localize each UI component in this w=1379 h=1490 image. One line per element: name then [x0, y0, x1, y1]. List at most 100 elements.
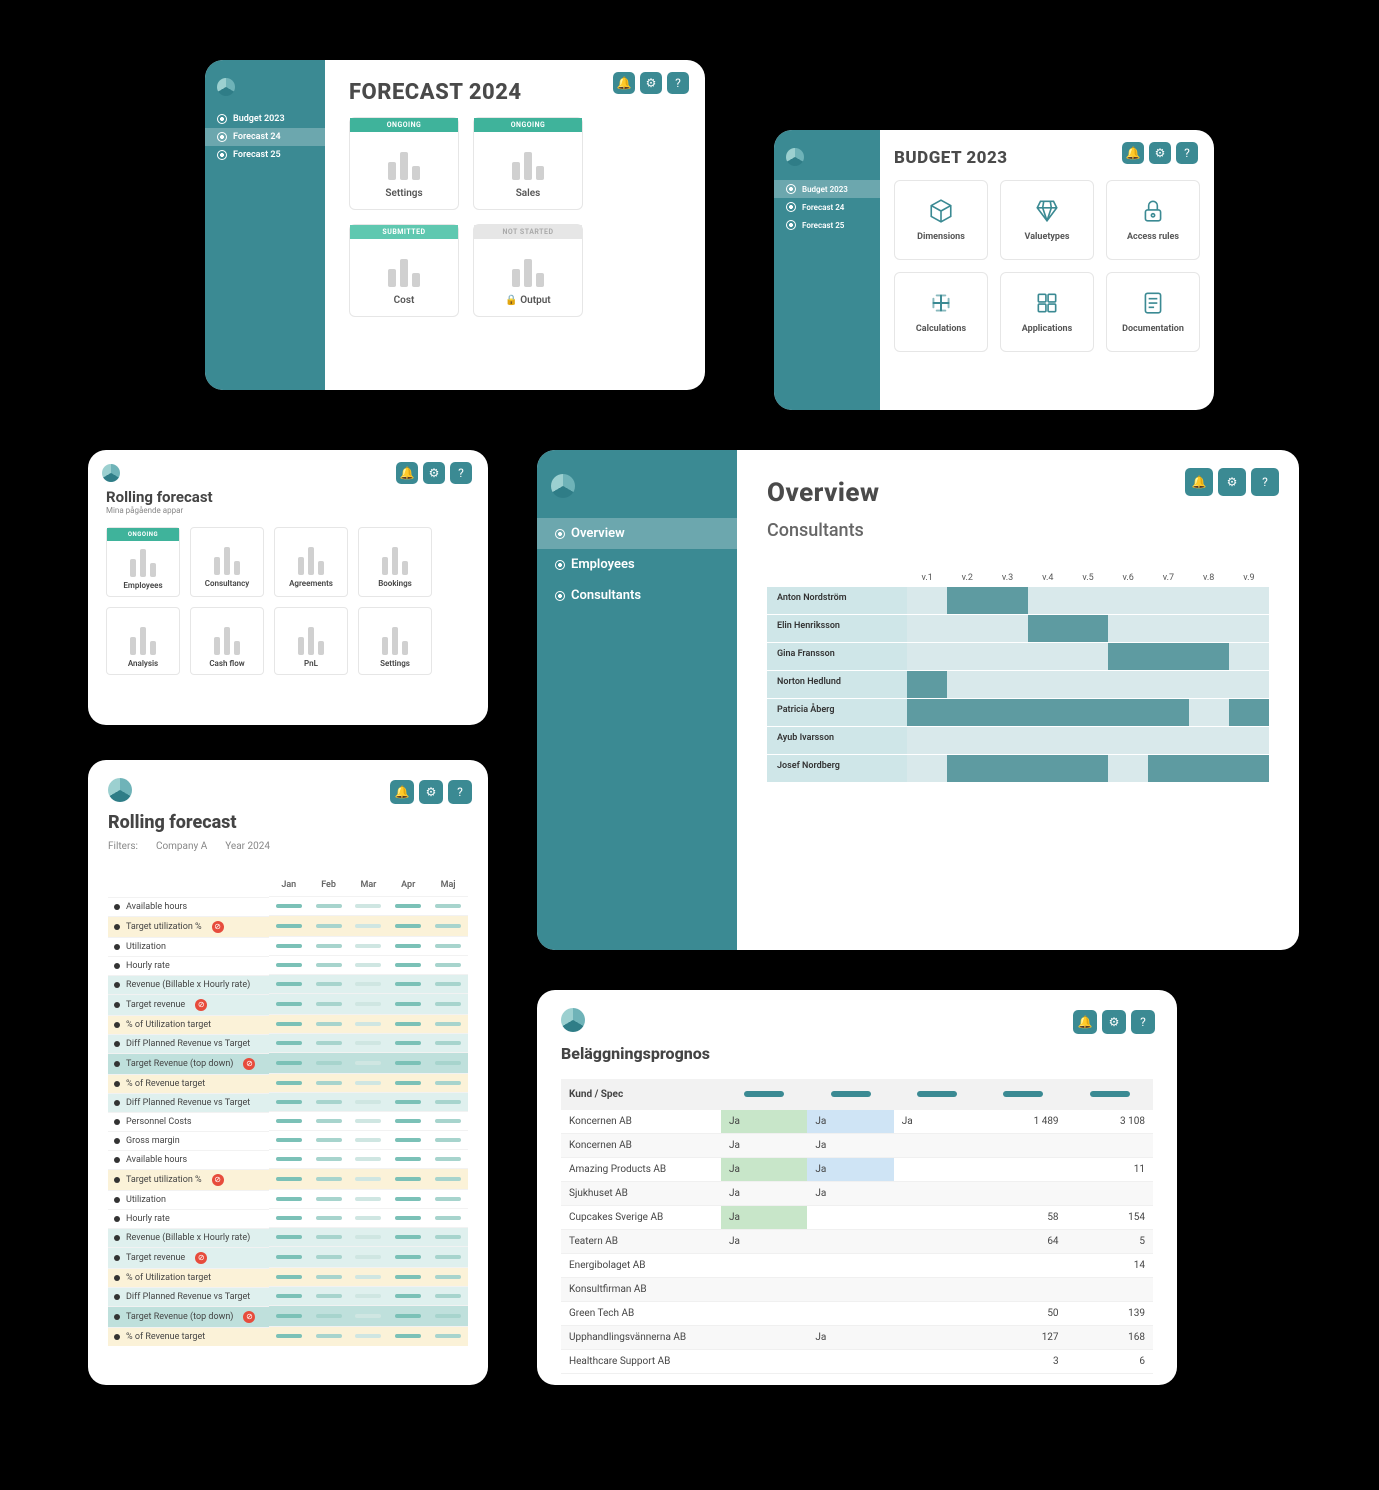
sidebar-item[interactable]: Forecast 24 — [205, 128, 325, 146]
cell — [894, 1326, 980, 1350]
config-card[interactable]: Access rules — [1106, 180, 1200, 260]
tile-label: Cash flow — [209, 659, 244, 668]
cube-icon — [928, 198, 954, 224]
cell — [388, 1268, 428, 1287]
gantt-cell — [1148, 643, 1188, 671]
cell — [309, 1247, 349, 1268]
sidebar: OverviewEmployeesConsultants — [537, 450, 737, 950]
tile[interactable]: SUBMITTED Cost — [349, 224, 459, 317]
help-icon[interactable]: ? — [448, 780, 472, 804]
filters: Filters: Company A Year 2024 — [108, 841, 468, 852]
gantt-cell — [987, 643, 1027, 671]
cell — [349, 1074, 389, 1093]
cell — [428, 994, 468, 1015]
col-dash — [807, 1079, 893, 1110]
bars-icon — [214, 549, 240, 575]
tile[interactable]: ONGOING Employees — [106, 527, 180, 597]
logo-icon — [102, 464, 120, 482]
cell — [269, 1287, 309, 1306]
filter-company[interactable]: Company A — [156, 841, 207, 852]
config-card[interactable]: Calculations — [894, 272, 988, 352]
bell-icon[interactable]: 🔔 — [1122, 142, 1144, 164]
row-label: Diff Planned Revenue vs Target — [108, 1287, 269, 1306]
tile[interactable]: Bookings — [358, 527, 432, 597]
help-icon[interactable]: ? — [1131, 1010, 1155, 1034]
help-icon[interactable]: ? — [1251, 468, 1279, 496]
tile[interactable]: Consultancy — [190, 527, 264, 597]
sidebar-item[interactable]: Forecast 24 — [774, 198, 880, 216]
cell — [269, 1209, 309, 1228]
cell: 154 — [1067, 1206, 1153, 1230]
filter-year[interactable]: Year 2024 — [225, 841, 270, 852]
filters-label: Filters: — [108, 841, 138, 852]
sidebar-item[interactable]: Overview — [537, 518, 737, 549]
gear-icon[interactable]: ⚙ — [423, 462, 445, 484]
lock-icon — [1140, 198, 1166, 224]
cell — [428, 1015, 468, 1034]
tile[interactable]: ONGOING Settings — [349, 117, 459, 210]
gantt-cell — [1028, 727, 1068, 755]
gear-icon[interactable]: ⚙ — [1149, 142, 1171, 164]
gear-icon[interactable]: ⚙ — [419, 780, 443, 804]
tile-label: Settings — [380, 659, 410, 668]
config-card[interactable]: Documentation — [1106, 272, 1200, 352]
gantt-cell — [1189, 727, 1229, 755]
col-dash — [894, 1079, 980, 1110]
bell-icon[interactable]: 🔔 — [613, 72, 635, 94]
sidebar-item[interactable]: Budget 2023 — [774, 180, 880, 198]
bell-icon[interactable]: 🔔 — [396, 462, 418, 484]
main: FORECAST 2024 ONGOING SettingsONGOING Sa… — [325, 60, 705, 390]
sidebar-item[interactable]: Budget 2023 — [205, 110, 325, 128]
cell — [269, 956, 309, 975]
gear-icon[interactable]: ⚙ — [1102, 1010, 1126, 1034]
gantt-cell — [987, 755, 1027, 783]
sidebar-item[interactable]: Employees — [537, 549, 737, 580]
cell — [428, 1209, 468, 1228]
cell — [269, 994, 309, 1015]
table-row: Available hours — [108, 1150, 468, 1169]
tile[interactable]: ONGOING Sales — [473, 117, 583, 210]
table-row: % of Utilization target — [108, 1268, 468, 1287]
help-icon[interactable]: ? — [1176, 142, 1198, 164]
tile[interactable]: PnL — [274, 607, 348, 675]
sidebar-item[interactable]: Consultants — [537, 580, 737, 611]
cell: 1 489 — [980, 1110, 1066, 1134]
gear-icon[interactable]: ⚙ — [1218, 468, 1246, 496]
bell-icon[interactable]: 🔔 — [1185, 468, 1213, 496]
gantt-cell — [1229, 699, 1269, 727]
cell — [388, 1169, 428, 1190]
config-card[interactable]: Valuetypes — [1000, 180, 1094, 260]
sidebar-item[interactable]: Forecast 25 — [205, 146, 325, 164]
error-icon: ⊘ — [195, 1252, 207, 1264]
config-card[interactable]: Dimensions — [894, 180, 988, 260]
cell — [388, 1190, 428, 1209]
tile[interactable]: NOT STARTED 🔒 Output — [473, 224, 583, 317]
logo-icon — [786, 148, 804, 166]
cell — [388, 1327, 428, 1346]
cell — [388, 1131, 428, 1150]
tile[interactable]: Analysis — [106, 607, 180, 675]
cell — [980, 1182, 1066, 1206]
cell — [428, 897, 468, 916]
bars-icon — [512, 146, 544, 180]
cell — [269, 975, 309, 994]
cell — [428, 1268, 468, 1287]
consultant-name: Gina Fransson — [767, 643, 907, 671]
bell-icon[interactable]: 🔔 — [1073, 1010, 1097, 1034]
help-icon[interactable]: ? — [667, 72, 689, 94]
help-icon[interactable]: ? — [450, 462, 472, 484]
table-row: Green Tech AB50139 — [561, 1302, 1153, 1326]
cell — [980, 1134, 1066, 1158]
table-row: Utilization — [108, 1190, 468, 1209]
tile[interactable]: Cash flow — [190, 607, 264, 675]
tile[interactable]: Settings — [358, 607, 432, 675]
tile-label: PnL — [304, 659, 318, 668]
tile[interactable]: Agreements — [274, 527, 348, 597]
cell — [349, 897, 389, 916]
bell-icon[interactable]: 🔔 — [390, 780, 414, 804]
consultant-name: Anton Nordström — [767, 587, 907, 615]
gear-icon[interactable]: ⚙ — [640, 72, 662, 94]
sidebar-item[interactable]: Forecast 25 — [774, 216, 880, 234]
cell — [349, 1112, 389, 1131]
config-card[interactable]: Applications — [1000, 272, 1094, 352]
